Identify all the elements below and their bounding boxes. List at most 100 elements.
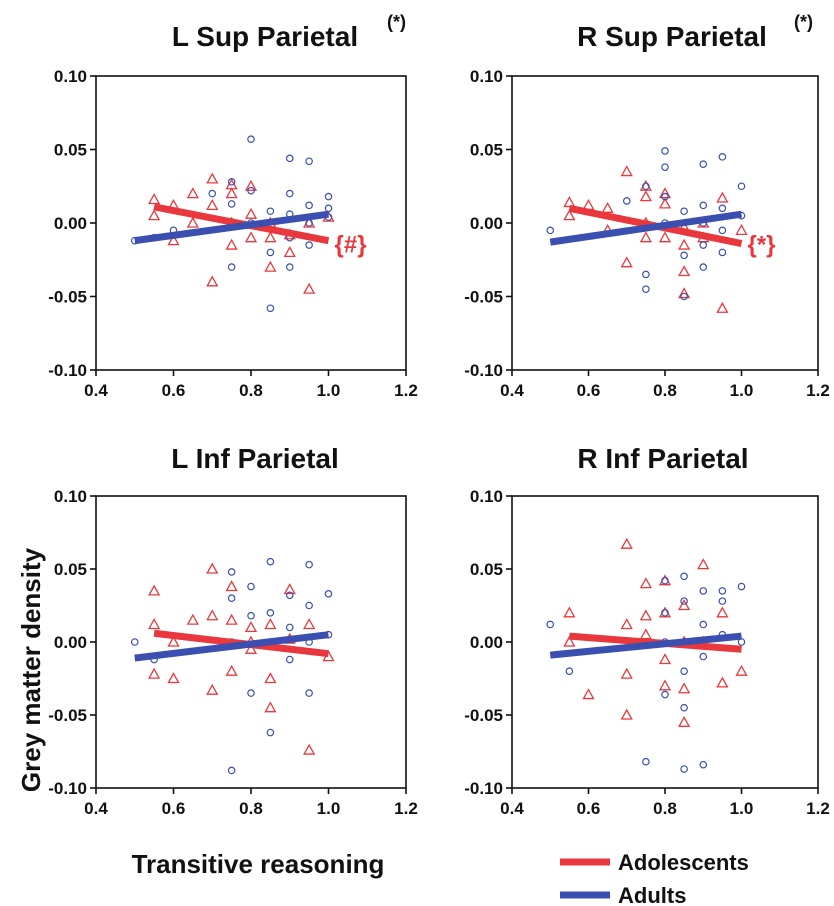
data-point-adult <box>266 207 275 216</box>
data-point-adolescent <box>225 613 238 625</box>
data-point-adult <box>227 766 236 775</box>
data-point-adolescent <box>620 618 633 630</box>
x-tick-label: 0.6 <box>162 799 186 818</box>
data-point-adult <box>699 160 708 169</box>
y-tick-label: 0.00 <box>54 633 87 652</box>
data-point-adult <box>661 690 669 699</box>
y-tick-label: 0.05 <box>470 141 503 160</box>
data-point-adolescent <box>167 672 180 684</box>
data-point-adult <box>680 572 688 581</box>
data-point-adult <box>718 587 727 595</box>
data-point-adolescent <box>658 653 672 665</box>
data-point-adult <box>622 197 631 205</box>
data-point-adolescent <box>206 562 219 574</box>
data-point-adult <box>737 582 746 591</box>
data-point-adult <box>305 689 313 697</box>
data-point-adult <box>227 200 236 208</box>
x-tick-label: 0.8 <box>653 799 677 818</box>
data-point-adult <box>699 587 708 595</box>
data-point-adult <box>266 557 275 566</box>
data-point-adolescent <box>658 197 672 209</box>
panel-2: R Sup Parietal (*)0.100.050.00-0.05-0.100… <box>464 12 830 400</box>
data-point-adolescent <box>303 743 316 755</box>
data-point-adolescent <box>620 165 633 177</box>
data-point-adolescent <box>716 301 729 313</box>
data-point-adolescent <box>244 207 258 219</box>
significance-annotation: {#} <box>335 232 367 259</box>
data-point-adolescent <box>658 574 672 586</box>
data-point-adolescent <box>303 618 316 630</box>
data-point-adolescent <box>639 628 652 640</box>
y-tick-label: 0.10 <box>54 487 87 506</box>
x-tick-label: 0.4 <box>84 799 108 818</box>
data-point-adult <box>680 207 688 216</box>
panel-1: L Sup Parietal (*)0.100.050.00-0.05-0.100… <box>48 12 418 400</box>
data-point-adolescent <box>148 584 161 596</box>
x-tick-label: 1.2 <box>806 381 830 400</box>
data-point-adult <box>661 147 669 155</box>
data-point-adult <box>718 226 727 235</box>
data-point-adult <box>680 597 688 605</box>
data-point-adult <box>642 285 650 293</box>
data-point-adult <box>680 703 688 712</box>
data-point-adolescent <box>601 201 614 213</box>
data-point-adolescent <box>678 682 691 694</box>
data-point-adult <box>305 201 313 210</box>
data-point-adolescent <box>639 190 652 202</box>
x-tick-label: 1.0 <box>730 799 754 818</box>
data-point-adolescent <box>620 708 633 720</box>
data-point-adolescent <box>244 231 258 243</box>
legend-label-adults: Adults <box>618 883 686 906</box>
x-tick-label: 1.2 <box>394 799 418 818</box>
data-point-adult <box>324 204 333 213</box>
y-tick-label: 0.10 <box>470 487 503 506</box>
x-tick-label: 0.8 <box>239 799 263 818</box>
x-axis-label: Transitive reasoning <box>132 849 385 879</box>
y-tick-label: -0.10 <box>464 779 503 798</box>
y-tick-label: -0.05 <box>464 706 503 725</box>
data-point-adult <box>227 263 236 271</box>
data-point-adolescent <box>658 679 672 691</box>
title-superscript: (*) <box>387 12 406 32</box>
data-point-adolescent <box>148 193 161 205</box>
data-point-adolescent <box>639 577 652 589</box>
panel-title: L Sup Parietal <box>172 21 358 52</box>
data-point-adult <box>565 667 574 676</box>
legend-label-adolescents: Adolescents <box>618 850 749 875</box>
data-point-adult <box>718 153 727 161</box>
data-point-adult <box>642 270 650 279</box>
data-point-adult <box>324 590 333 598</box>
data-point-adult <box>285 623 294 632</box>
x-tick-label: 1.0 <box>317 381 341 400</box>
panel-title: R Inf Parietal <box>577 443 748 474</box>
fit-line-adults <box>549 632 742 659</box>
y-tick-label: -0.05 <box>464 288 503 307</box>
fit-line-adults <box>549 210 743 246</box>
data-point-adult <box>266 608 275 617</box>
x-tick-label: 0.8 <box>239 381 263 400</box>
y-axis-label: Grey matter density <box>16 547 46 792</box>
series-adolescents <box>148 562 335 755</box>
data-point-adolescent <box>678 238 691 250</box>
y-tick-label: 0.00 <box>54 214 87 233</box>
data-point-adult <box>247 135 255 144</box>
data-point-adolescent <box>264 672 277 684</box>
fit-line-adults <box>134 210 329 245</box>
data-point-adolescent <box>186 187 199 199</box>
data-point-adult <box>305 157 313 166</box>
data-point-adolescent <box>244 621 258 633</box>
data-point-adolescent <box>620 667 633 679</box>
data-point-adolescent <box>678 265 691 277</box>
x-tick-label: 0.6 <box>162 381 186 400</box>
data-point-adult <box>227 568 236 576</box>
data-point-adolescent <box>283 246 296 258</box>
data-point-adolescent <box>735 664 748 676</box>
data-point-adult <box>661 608 669 617</box>
data-point-adult <box>642 182 650 191</box>
x-tick-label: 0.8 <box>653 381 677 400</box>
data-point-adolescent <box>658 606 672 618</box>
data-point-adult <box>305 601 313 610</box>
data-point-adult <box>305 560 313 569</box>
data-point-adult <box>718 204 727 213</box>
data-point-adolescent <box>206 609 219 621</box>
